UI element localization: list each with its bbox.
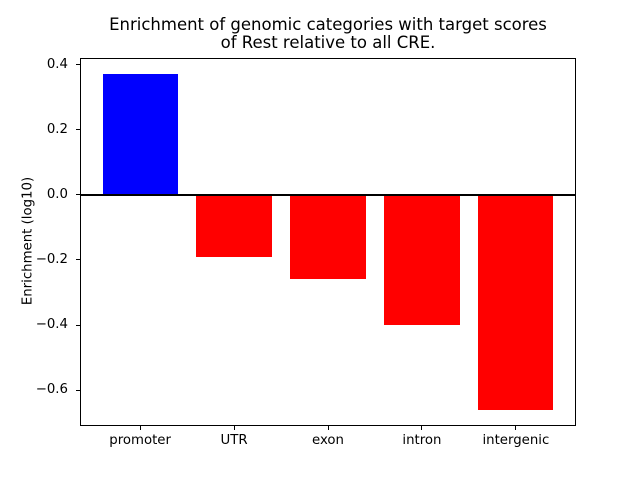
y-tick-label: −0.6: [35, 382, 68, 398]
zero-line: [80, 193, 576, 197]
x-tick-label: promoter: [109, 433, 171, 448]
y-tick-label: −0.2: [35, 251, 68, 267]
bar-promoter: [102, 74, 178, 195]
x-tick: [233, 426, 235, 430]
bar-intergenic: [478, 194, 554, 410]
y-tick-label: 0.2: [46, 121, 68, 137]
x-tick: [139, 426, 141, 430]
y-tick-label: 0.4: [46, 56, 68, 72]
y-tick: [76, 129, 80, 131]
plot-area: [80, 58, 576, 426]
chart-title-line1: Enrichment of genomic categories with ta…: [109, 15, 547, 34]
y-tick: [76, 324, 80, 326]
y-tick-label: 0.0: [46, 186, 68, 202]
x-tick-label: exon: [312, 433, 344, 448]
x-tick-label: UTR: [220, 433, 248, 448]
bar-exon: [290, 194, 366, 280]
bar-UTR: [196, 194, 272, 257]
y-tick: [76, 259, 80, 261]
y-tick: [76, 194, 80, 196]
bar-intron: [384, 194, 460, 326]
y-tick: [76, 64, 80, 65]
chart-title-line2: of Rest relative to all CRE.: [220, 32, 436, 52]
x-tick: [421, 426, 423, 430]
x-tick: [327, 426, 329, 430]
x-tick-label: intergenic: [482, 433, 550, 448]
x-tick-label: intron: [402, 433, 442, 448]
y-tick: [76, 389, 80, 391]
chart-title: Enrichment of genomic categories with ta…: [80, 16, 576, 51]
y-tick-label: −0.4: [35, 317, 68, 333]
x-tick: [515, 426, 517, 430]
